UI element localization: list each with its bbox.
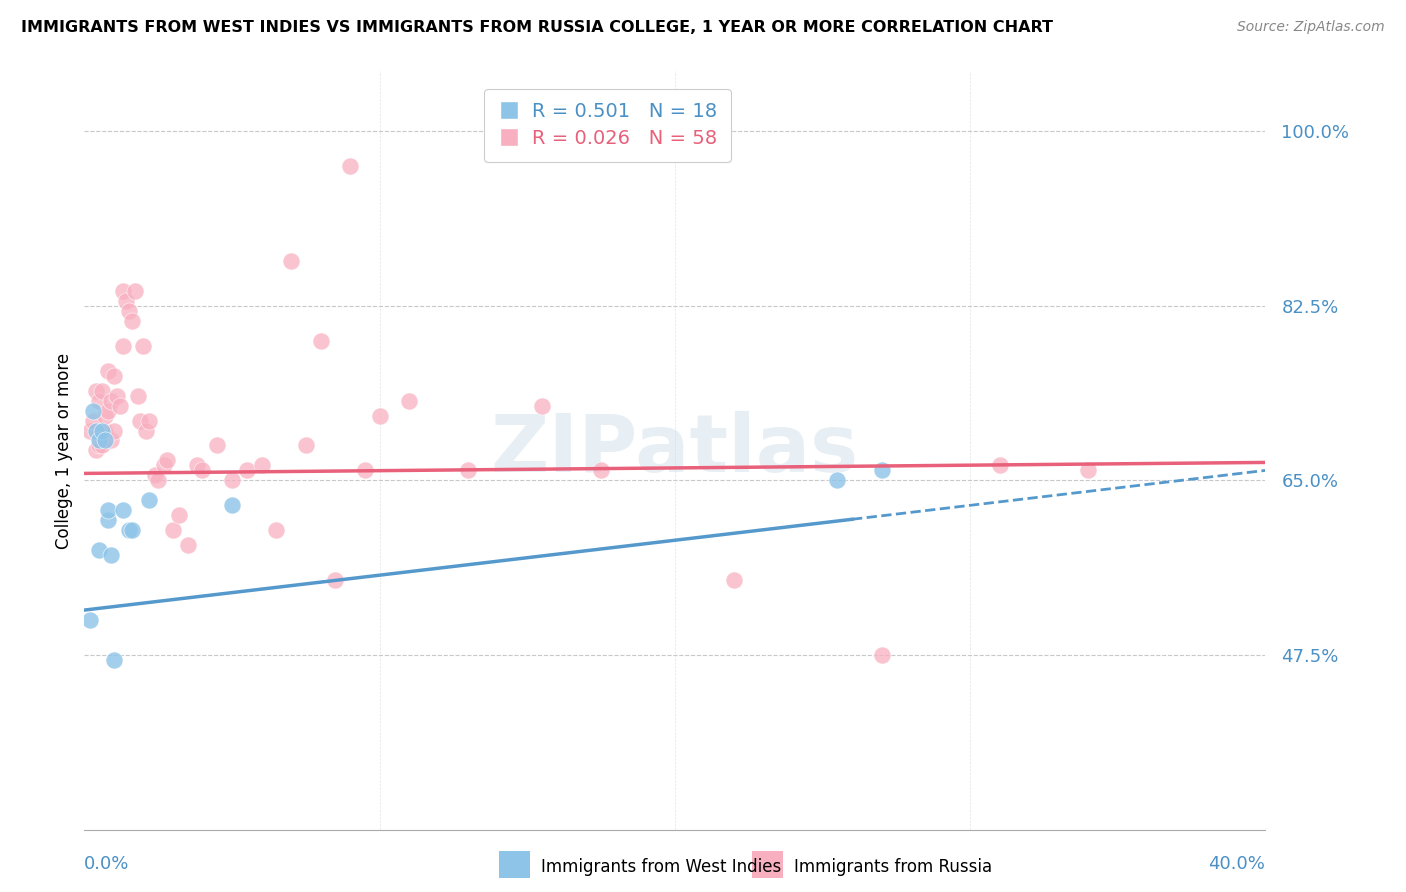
Point (91, 438, 114, 452)
Point (84, 443, 107, 458)
Point (236, 463, 259, 477)
Point (91, 384, 114, 398)
Point (280, 253, 302, 268)
Point (177, 538, 200, 552)
Point (827, 474, 849, 488)
Point (87, 543, 111, 558)
Point (870, 463, 893, 477)
Point (108, 399, 131, 413)
Point (167, 508, 190, 523)
Point (121, 523, 143, 537)
Point (457, 463, 479, 477)
Point (100, 548, 122, 562)
Text: 0.0%: 0.0% (84, 855, 129, 872)
Point (114, 293, 136, 308)
Point (97, 403, 120, 417)
Point (870, 648, 893, 662)
Point (339, 159, 361, 173)
Point (221, 499, 243, 513)
Point (153, 458, 176, 473)
Text: 40.0%: 40.0% (1209, 855, 1265, 872)
Point (111, 339, 134, 353)
Text: IMMIGRANTS FROM WEST INDIES VS IMMIGRANTS FROM RUSSIA COLLEGE, 1 YEAR OR MORE CO: IMMIGRANTS FROM WEST INDIES VS IMMIGRANT… (21, 20, 1053, 35)
Point (132, 339, 155, 353)
Point (100, 393, 122, 408)
Point (111, 503, 134, 517)
Text: ZIPatlas: ZIPatlas (491, 411, 859, 490)
Point (94, 409, 117, 423)
Point (84, 384, 107, 398)
Point (111, 284, 134, 298)
Point (156, 453, 179, 467)
Text: Source: ZipAtlas.com: Source: ZipAtlas.com (1237, 20, 1385, 34)
Point (531, 399, 554, 413)
Legend: R = 0.501   N = 18, R = 0.026   N = 58: R = 0.501 N = 18, R = 0.026 N = 58 (484, 88, 731, 161)
Point (988, 458, 1011, 473)
Point (309, 334, 332, 348)
Point (79, 424, 101, 438)
Point (325, 573, 347, 587)
Point (84, 424, 107, 438)
Point (207, 438, 229, 452)
Point (398, 393, 420, 408)
Point (121, 314, 143, 328)
Point (79, 613, 101, 627)
Point (723, 573, 745, 587)
Text: Immigrants from Russia: Immigrants from Russia (794, 858, 993, 876)
Point (118, 303, 141, 318)
Point (138, 493, 160, 508)
Point (87, 434, 111, 448)
Point (94, 434, 117, 448)
Point (295, 438, 318, 452)
Point (97, 513, 120, 527)
Point (87, 393, 111, 408)
Point (1077, 463, 1099, 477)
Point (100, 434, 122, 448)
Point (87, 438, 111, 452)
Point (118, 523, 141, 537)
Point (354, 463, 377, 477)
Point (103, 653, 125, 667)
Point (82, 413, 104, 427)
Point (135, 424, 157, 438)
Point (368, 409, 391, 423)
Point (138, 413, 160, 427)
Point (124, 284, 146, 298)
Point (103, 424, 125, 438)
Point (162, 523, 184, 537)
Point (191, 463, 214, 477)
Point (103, 368, 125, 383)
Point (91, 424, 114, 438)
Point (143, 468, 166, 483)
Point (94, 424, 117, 438)
Point (97, 503, 120, 517)
Point (105, 388, 128, 402)
Point (250, 458, 273, 473)
Point (186, 458, 208, 473)
Point (221, 474, 243, 488)
Point (148, 474, 170, 488)
Point (97, 364, 120, 378)
Y-axis label: College, 1 year or more: College, 1 year or more (55, 352, 73, 549)
Point (127, 388, 149, 402)
Point (129, 413, 152, 427)
Point (82, 403, 104, 417)
Point (266, 523, 288, 537)
Text: Immigrants from West Indies: Immigrants from West Indies (541, 858, 782, 876)
Point (591, 463, 613, 477)
